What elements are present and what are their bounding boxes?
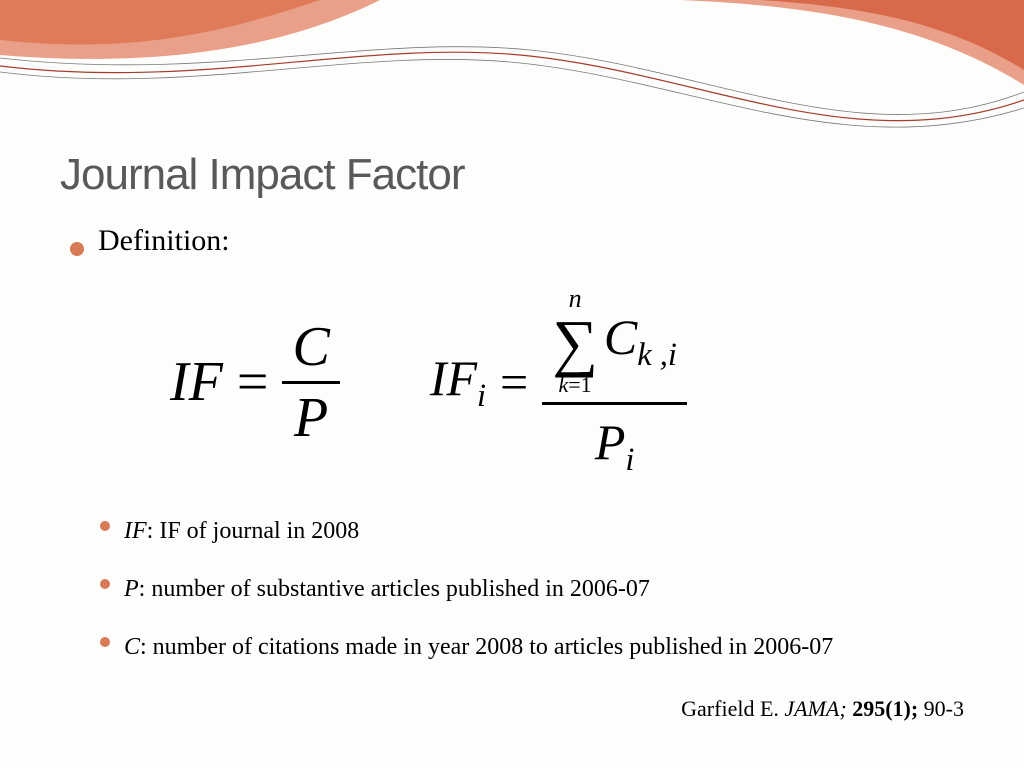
formula-simple: IF = C P [170, 313, 340, 452]
formula1-den: P [284, 384, 338, 452]
formula2-den-sub: i [625, 442, 634, 478]
formula2-lhs-base: IF [430, 350, 477, 406]
sigma-lower-1: 1 [581, 372, 592, 397]
formula2-num: n ∑ k=1 Ck ,i [542, 284, 687, 402]
formula2-fraction: n ∑ k=1 Ck ,i Pi [542, 284, 687, 481]
definition-row: Definition: [70, 224, 964, 258]
formula1-num: C [282, 313, 339, 381]
bullet-icon [100, 637, 110, 647]
legend-item-p: P: number of substantive articles publis… [100, 573, 964, 605]
formula2-den: Pi [585, 405, 645, 481]
legend-desc: : number of substantive articles publish… [139, 576, 650, 602]
legend-list: IF: IF of journal in 2008 P: number of s… [100, 515, 964, 664]
formula1-lhs: IF [170, 350, 223, 414]
slide-title: Journal Impact Factor [60, 150, 964, 200]
legend-term: P [124, 576, 139, 602]
legend-item-if: IF: IF of journal in 2008 [100, 515, 964, 547]
slide-content: Journal Impact Factor Definition: IF = C… [0, 0, 1024, 714]
legend-text: C: number of citations made in year 2008… [124, 631, 833, 663]
formula-indexed: IFi = n ∑ k=1 Ck ,i [430, 284, 687, 481]
legend-text: IF: IF of journal in 2008 [124, 515, 359, 547]
bullet-icon [70, 242, 84, 256]
formula2-eq: = [500, 353, 528, 411]
definition-block: Definition: [70, 224, 964, 258]
legend-desc: : number of citations made in year 2008 … [140, 634, 833, 660]
formula2-lhs-sub: i [477, 378, 486, 414]
bullet-icon [100, 521, 110, 531]
formula2-c-base: C [604, 309, 637, 365]
formula2-den-base: P [595, 414, 626, 470]
sigma-block: n ∑ k=1 [552, 286, 598, 396]
sigma-lower-eq: = [568, 372, 580, 397]
formulas-row: IF = C P IFi = n ∑ k=1 [170, 284, 964, 481]
sigma-lower-k: k [558, 372, 568, 397]
sigma-icon: ∑ [552, 314, 598, 372]
legend-item-c: C: number of citations made in year 2008… [100, 631, 964, 663]
legend-term: IF [124, 518, 147, 544]
formula1-fraction: C P [282, 313, 339, 452]
sigma-lower: k=1 [558, 374, 591, 396]
legend-term: C [124, 634, 140, 660]
bullet-icon [100, 579, 110, 589]
formula2-lhs: IFi [430, 349, 486, 415]
formula1-eq: = [237, 350, 269, 414]
definition-label: Definition: [98, 224, 230, 258]
formula2-c-sub: k ,i [637, 337, 677, 373]
legend-desc: : IF of journal in 2008 [147, 518, 360, 544]
legend-text: P: number of substantive articles publis… [124, 573, 650, 605]
formula2-c-term: Ck ,i [604, 308, 677, 374]
